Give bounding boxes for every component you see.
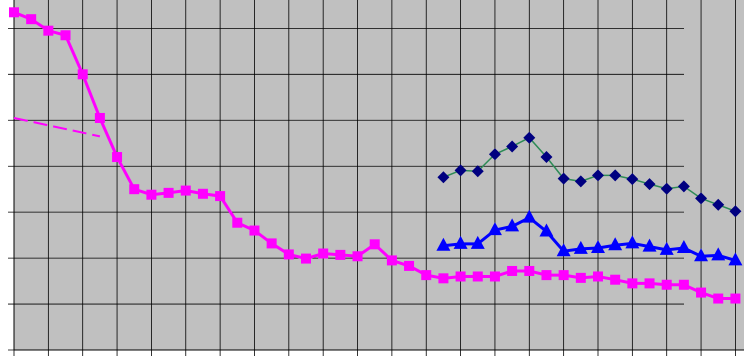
square-marker-point	[43, 25, 54, 36]
square-marker-point	[455, 271, 466, 282]
square-marker-point	[404, 260, 415, 271]
square-marker-point	[541, 270, 552, 281]
diamond-marker-point	[643, 178, 656, 191]
square-marker-point	[232, 217, 243, 228]
triangle-marker-point	[556, 243, 571, 257]
square-marker-point	[180, 185, 191, 196]
square-marker-point	[249, 225, 260, 236]
diamond-marker-point	[471, 165, 484, 178]
diamond-marker-point	[592, 169, 604, 182]
triangle-marker-point	[711, 247, 726, 261]
series-2	[436, 209, 743, 266]
diamond-marker-point	[729, 205, 742, 218]
square-marker-point	[146, 189, 157, 200]
triangle-marker-point	[522, 209, 537, 223]
square-marker-point	[94, 112, 105, 123]
diamond-marker-point	[660, 182, 673, 195]
square-marker-point	[335, 249, 346, 260]
diamond-marker-point	[506, 140, 519, 153]
diamond-marker-point	[677, 180, 690, 193]
triangle-marker-point	[728, 252, 743, 266]
square-marker-point	[60, 30, 71, 41]
diamond-marker-point	[454, 164, 467, 177]
plot-area	[14, 0, 744, 350]
square-marker-point	[301, 253, 311, 264]
triangle-marker-point	[539, 223, 554, 237]
square-marker-point	[558, 270, 569, 281]
diamond-marker-point	[609, 169, 622, 182]
diamond-marker-point	[695, 192, 708, 205]
triangle-marker-point	[625, 235, 640, 249]
diamond-marker-point	[626, 173, 639, 186]
square-marker-point	[713, 293, 724, 304]
diamond-marker-point	[523, 131, 536, 144]
diamond-marker-point	[574, 175, 587, 188]
diamond-marker-point	[712, 198, 725, 211]
triangle-marker-point	[573, 240, 588, 254]
square-marker-point	[9, 7, 19, 18]
square-marker-point	[421, 270, 432, 281]
square-marker-point	[696, 287, 707, 298]
square-marker-point	[438, 273, 449, 284]
triangle-marker-point	[659, 241, 674, 255]
square-marker-point	[266, 238, 277, 249]
triangle-marker-point	[487, 222, 502, 236]
series-1	[437, 131, 742, 218]
square-marker-point	[197, 188, 208, 199]
square-marker-point	[283, 249, 294, 260]
square-marker-point	[575, 272, 586, 283]
diamond-marker-point	[540, 151, 553, 164]
square-marker-point	[77, 69, 88, 80]
square-marker-point	[610, 274, 621, 285]
triangle-marker-point	[470, 235, 485, 249]
diamond-marker-point	[557, 172, 570, 185]
square-marker-point	[386, 255, 397, 266]
square-marker-point	[472, 271, 483, 282]
square-marker-point	[352, 251, 363, 262]
square-marker-point	[215, 191, 226, 202]
diamond-marker-point	[437, 171, 450, 184]
square-marker-point	[129, 184, 140, 195]
diamond-marker-point	[488, 148, 501, 161]
square-marker-point	[489, 271, 500, 282]
square-marker-point	[730, 293, 741, 304]
square-marker-point	[507, 265, 518, 276]
dashed-trend-line	[13, 116, 101, 138]
square-marker-point	[627, 278, 638, 289]
square-marker-point	[593, 271, 603, 282]
square-marker-point	[644, 278, 655, 289]
square-marker-point	[163, 187, 174, 198]
series-0	[9, 7, 741, 304]
triangle-marker-point	[608, 237, 623, 251]
series-3	[13, 116, 101, 138]
triangle-marker-point	[505, 218, 520, 232]
square-marker-point	[678, 279, 689, 290]
triangle-marker-point	[694, 248, 709, 262]
triangle-marker-point	[642, 238, 657, 252]
square-marker-point	[26, 14, 37, 25]
square-marker-point	[369, 239, 380, 250]
triangle-marker-point	[591, 240, 605, 253]
series-layer	[9, 7, 743, 304]
square-marker-point	[661, 279, 672, 290]
square-marker-point	[112, 152, 123, 163]
triangle-marker-point	[676, 240, 691, 253]
square-marker-point	[318, 248, 329, 259]
square-marker-point	[524, 265, 535, 276]
triangle-marker-point	[453, 235, 468, 249]
triangle-marker-point	[436, 237, 451, 251]
